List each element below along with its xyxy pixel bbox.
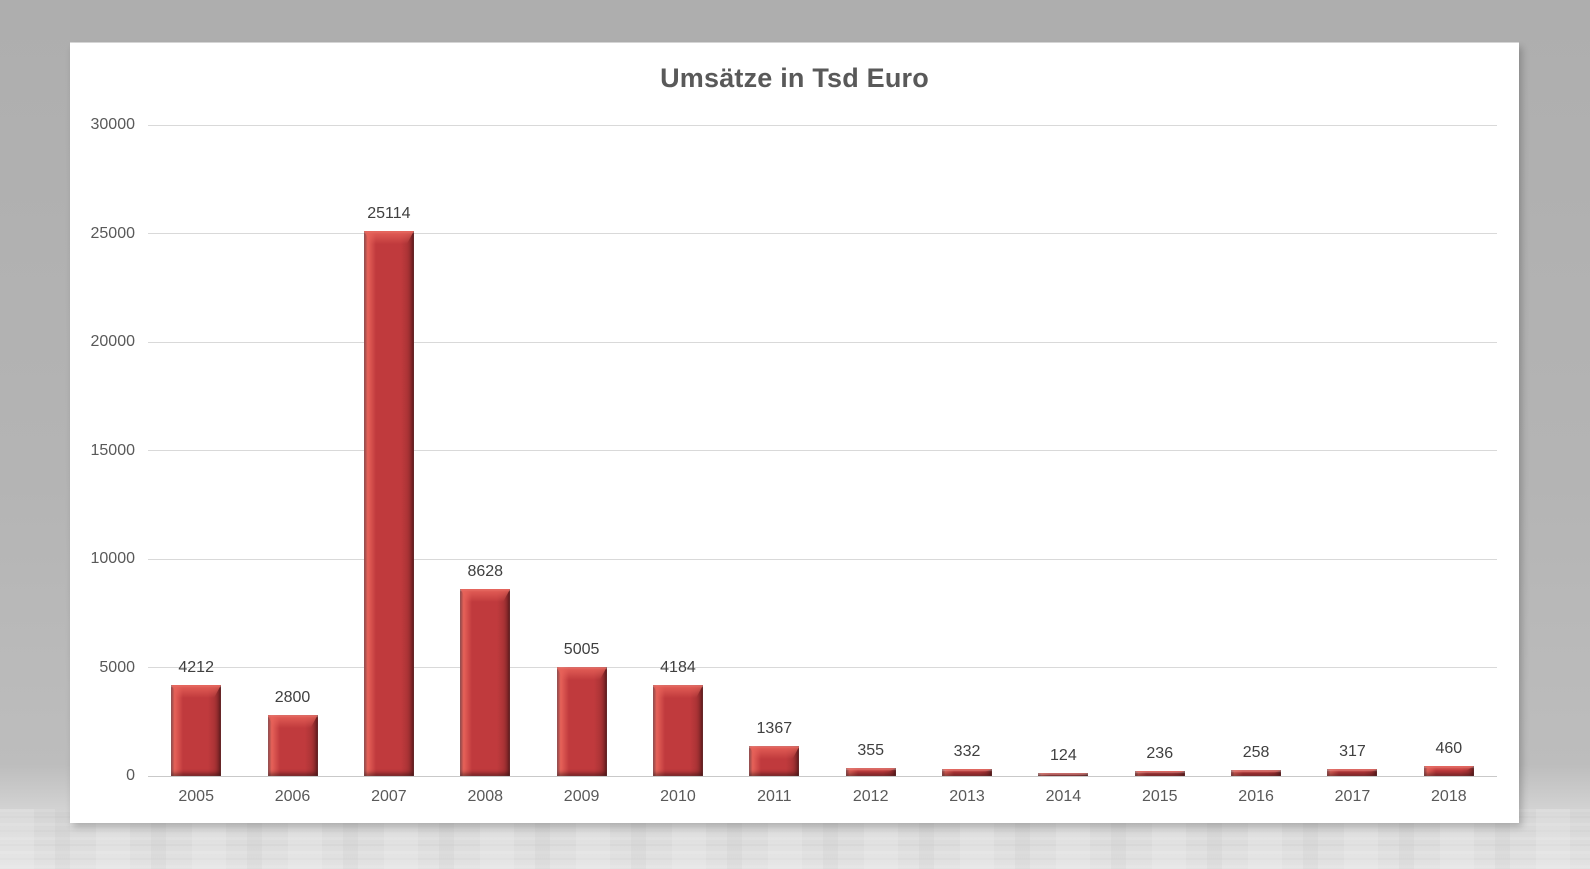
x-axis-label: 2016 <box>1238 788 1274 805</box>
x-axis-label: 2006 <box>274 788 311 805</box>
x-axis-label: 2005 <box>178 788 214 805</box>
bar-2007 <box>363 231 414 776</box>
bar-top-bevel <box>1134 770 1185 774</box>
bar-2005 <box>171 684 222 776</box>
bar-value-label: 2800 <box>274 689 311 707</box>
bar-2015 <box>1134 770 1185 776</box>
bar-2018 <box>1423 766 1474 776</box>
bar-top-bevel <box>556 667 607 681</box>
bar-top-bevel <box>1327 769 1378 773</box>
x-axis-label: 2008 <box>467 788 504 805</box>
bar-top-bevel <box>267 715 318 729</box>
bar-value-label: 8628 <box>467 562 504 580</box>
x-axis-label: 2013 <box>949 788 985 805</box>
bar-value-label: 317 <box>1339 743 1366 761</box>
bar-top-bevel <box>1038 773 1089 776</box>
chart-card: Umsätze in Tsd Euro 0 5000 10000 15000 20000… <box>70 43 1519 823</box>
bar-top-bevel <box>460 588 511 602</box>
y-axis-tick-label: 20000 <box>90 333 136 350</box>
y-axis-tick-label: 0 <box>126 767 135 784</box>
x-axis-label: 2011 <box>757 788 792 805</box>
bar-value-label: 1367 <box>756 720 793 738</box>
bar-2010 <box>652 685 703 776</box>
bar-value-label: 332 <box>953 742 981 760</box>
x-axis-label: 2009 <box>563 788 600 805</box>
bar-top-bevel <box>363 231 414 245</box>
y-axis-tick-label: 25000 <box>90 224 136 242</box>
bar-value-label: 4184 <box>660 659 696 677</box>
gridline <box>148 124 1497 126</box>
bar-top-bevel <box>1231 770 1282 773</box>
x-axis-label: 2017 <box>1334 788 1371 805</box>
x-axis-line <box>148 775 1497 777</box>
x-axis-label: 2015 <box>1141 788 1178 805</box>
bar-value-label: 355 <box>857 742 885 760</box>
bar-top-bevel <box>652 685 703 699</box>
gridline <box>148 450 1497 451</box>
y-axis-tick-label: 10000 <box>90 550 136 567</box>
bar-2017 <box>1327 769 1378 776</box>
bar-value-label: 5005 <box>563 641 600 659</box>
bar-2009 <box>556 667 607 776</box>
gridline <box>148 558 1497 560</box>
x-axis-label: 2010 <box>660 788 696 805</box>
bar-top-bevel <box>1423 766 1474 771</box>
x-axis-label: 2018 <box>1431 788 1467 805</box>
bar-top-bevel <box>749 746 800 760</box>
chart-title: Umsätze in Tsd Euro <box>660 63 929 93</box>
gridline <box>148 233 1497 234</box>
gridline <box>148 667 1497 668</box>
bar-2006 <box>267 715 318 776</box>
bar-value-label: 460 <box>1435 740 1463 758</box>
gridline <box>148 341 1497 343</box>
x-axis-label: 2014 <box>1045 788 1082 805</box>
bar-value-label: 4212 <box>178 658 214 676</box>
bar-2013 <box>942 768 993 776</box>
bar-top-bevel <box>845 768 896 772</box>
bar-2014 <box>1038 773 1089 776</box>
bar-2016 <box>1231 770 1282 776</box>
bar-top-bevel <box>171 684 222 698</box>
y-axis-tick-label: 30000 <box>90 116 136 133</box>
bar-2008 <box>460 588 511 776</box>
y-axis-tick-label: 5000 <box>99 658 135 676</box>
bar-top-bevel <box>942 768 993 773</box>
x-axis-label: 2012 <box>852 788 889 805</box>
bar-value-label: 236 <box>1146 744 1174 762</box>
bar-value-label: 124 <box>1050 747 1077 765</box>
plot-area: 0 5000 10000 15000 20000 25000 30000 4212 2005 28… <box>91 116 1497 805</box>
bar-value-label: 25114 <box>367 205 411 223</box>
bar-2011 <box>749 746 800 776</box>
x-axis-label: 2007 <box>371 788 407 805</box>
bar-value-label: 258 <box>1242 744 1270 762</box>
y-axis-tick-label: 15000 <box>90 441 136 459</box>
bar-2012 <box>845 768 896 776</box>
